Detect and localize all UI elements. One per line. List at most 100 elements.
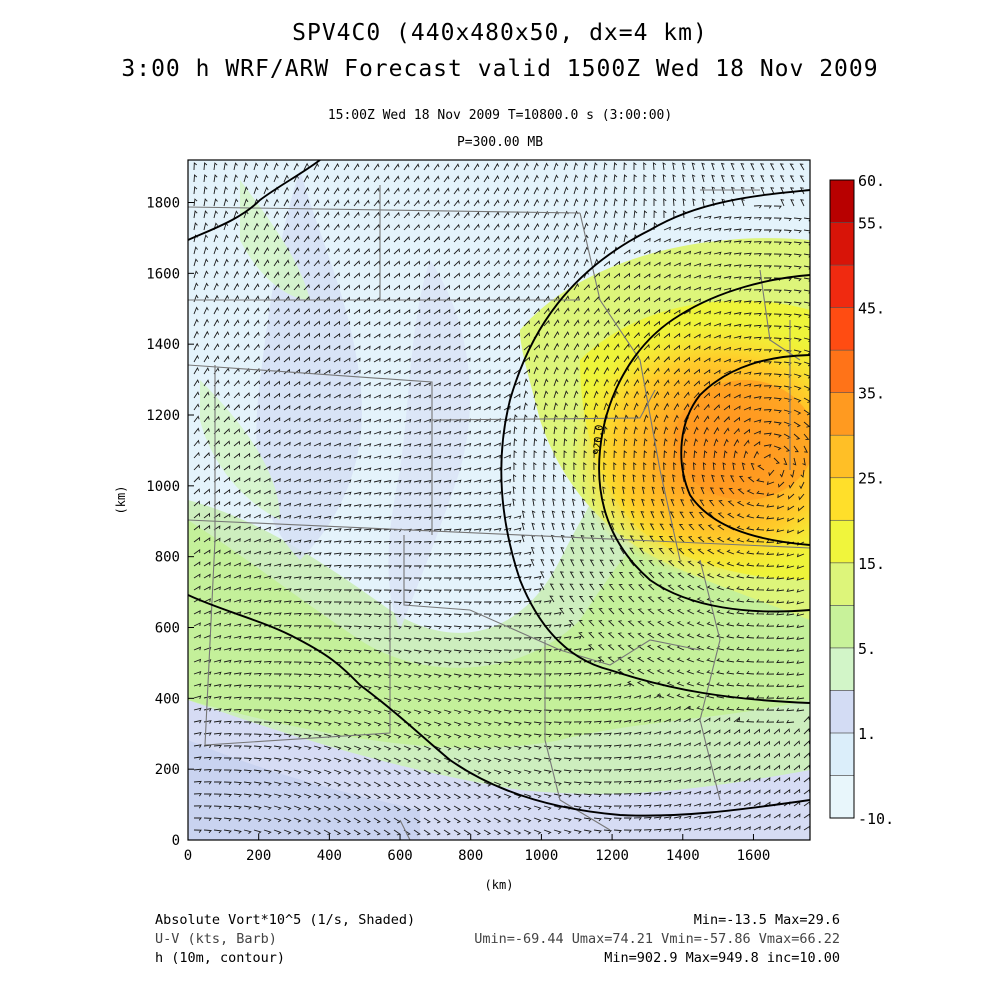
wind-barb [403, 697, 412, 703]
wind-barb [343, 697, 352, 702]
wind-barb [353, 163, 360, 171]
wind-barb [263, 247, 270, 255]
wind-barb [203, 781, 212, 785]
wind-barb [313, 613, 322, 617]
wind-barb [323, 466, 332, 471]
wind-barb [203, 768, 212, 773]
wind-barb [590, 522, 595, 531]
wind-barb [723, 251, 732, 256]
wind-barb [696, 609, 705, 615]
wind-barb [733, 216, 742, 220]
wind-barb [313, 284, 320, 291]
wind-barb [253, 477, 261, 483]
wind-barb [593, 684, 602, 688]
wind-barb [303, 223, 310, 231]
wind-barb [730, 475, 735, 483]
wind-barb [728, 488, 735, 495]
wind-barb [193, 683, 202, 687]
wind-barb [783, 776, 791, 783]
wind-barb [716, 585, 725, 591]
wind-barb [203, 186, 208, 195]
wind-barb [213, 210, 218, 219]
wind-barb [323, 721, 332, 726]
wind-barb [383, 406, 392, 411]
wind-barb [433, 781, 442, 787]
wind-barb [253, 733, 262, 737]
wind-barb [203, 222, 208, 231]
wind-barb [678, 536, 685, 543]
wind-barb [473, 540, 482, 544]
wind-barb [283, 283, 290, 291]
wind-barb [413, 577, 422, 581]
wind-barb [434, 577, 442, 581]
wind-barb [703, 263, 712, 267]
wind-barb [363, 333, 371, 339]
wind-barb [423, 577, 432, 581]
wind-barb [333, 430, 342, 435]
wind-barb [283, 405, 291, 411]
wind-barb [683, 450, 688, 459]
wind-barb [483, 272, 490, 279]
wind-barb [423, 175, 430, 183]
wind-barb [623, 414, 629, 423]
wind-barb [703, 814, 712, 819]
wind-barb [676, 681, 685, 687]
wind-barb [203, 793, 212, 797]
wind-barb [233, 672, 242, 676]
wind-barb [608, 571, 615, 579]
wind-barb [413, 163, 420, 171]
wind-barb [680, 499, 685, 507]
wind-barb [463, 394, 471, 399]
wind-barb [658, 548, 665, 555]
wind-barb [303, 235, 310, 243]
wind-barb [203, 342, 210, 351]
wind-barb [746, 574, 755, 579]
wind-barb [723, 323, 732, 327]
wind-barb [323, 223, 330, 231]
wind-barb [323, 381, 331, 387]
wind-barb [543, 709, 552, 713]
wind-barb [263, 502, 271, 507]
wind-barb [193, 210, 198, 219]
wind-barb [213, 659, 222, 664]
wind-barb [203, 659, 212, 663]
wind-barb [553, 210, 559, 219]
wind-barb [333, 625, 342, 629]
wind-barb [701, 198, 706, 207]
wind-barb [756, 695, 765, 699]
wind-barb [203, 500, 211, 507]
wind-barb [333, 223, 340, 231]
wind-barb [243, 198, 249, 207]
wind-barb [523, 426, 528, 435]
wind-barb [633, 462, 637, 471]
wind-barb [653, 816, 662, 820]
wind-barb [343, 223, 350, 231]
wind-barb [453, 284, 461, 291]
wind-barb [736, 562, 745, 567]
wind-barb [623, 805, 632, 809]
wind-barb [333, 199, 340, 207]
wind-barb [293, 441, 301, 447]
wind-barb [443, 357, 451, 363]
wind-barb [703, 334, 711, 339]
colorbar-bin [829, 392, 855, 436]
wind-barb [553, 283, 560, 291]
wind-barb [463, 467, 472, 471]
wind-barb [753, 789, 761, 795]
wind-barb [613, 438, 618, 447]
wind-barb [633, 414, 639, 423]
wind-barb [532, 474, 537, 483]
wind-barb [796, 648, 805, 652]
wind-barb [603, 671, 612, 676]
wind-barb [453, 199, 460, 207]
wind-barb [483, 479, 492, 483]
wind-barb [783, 825, 791, 831]
wind-barb [743, 814, 751, 819]
wind-barb [746, 622, 755, 627]
wind-barb [716, 682, 725, 687]
wind-barb [293, 466, 302, 471]
wind-barb [283, 805, 292, 811]
wind-barb [503, 187, 510, 195]
wind-barb [413, 370, 421, 375]
wind-barb [523, 769, 532, 775]
